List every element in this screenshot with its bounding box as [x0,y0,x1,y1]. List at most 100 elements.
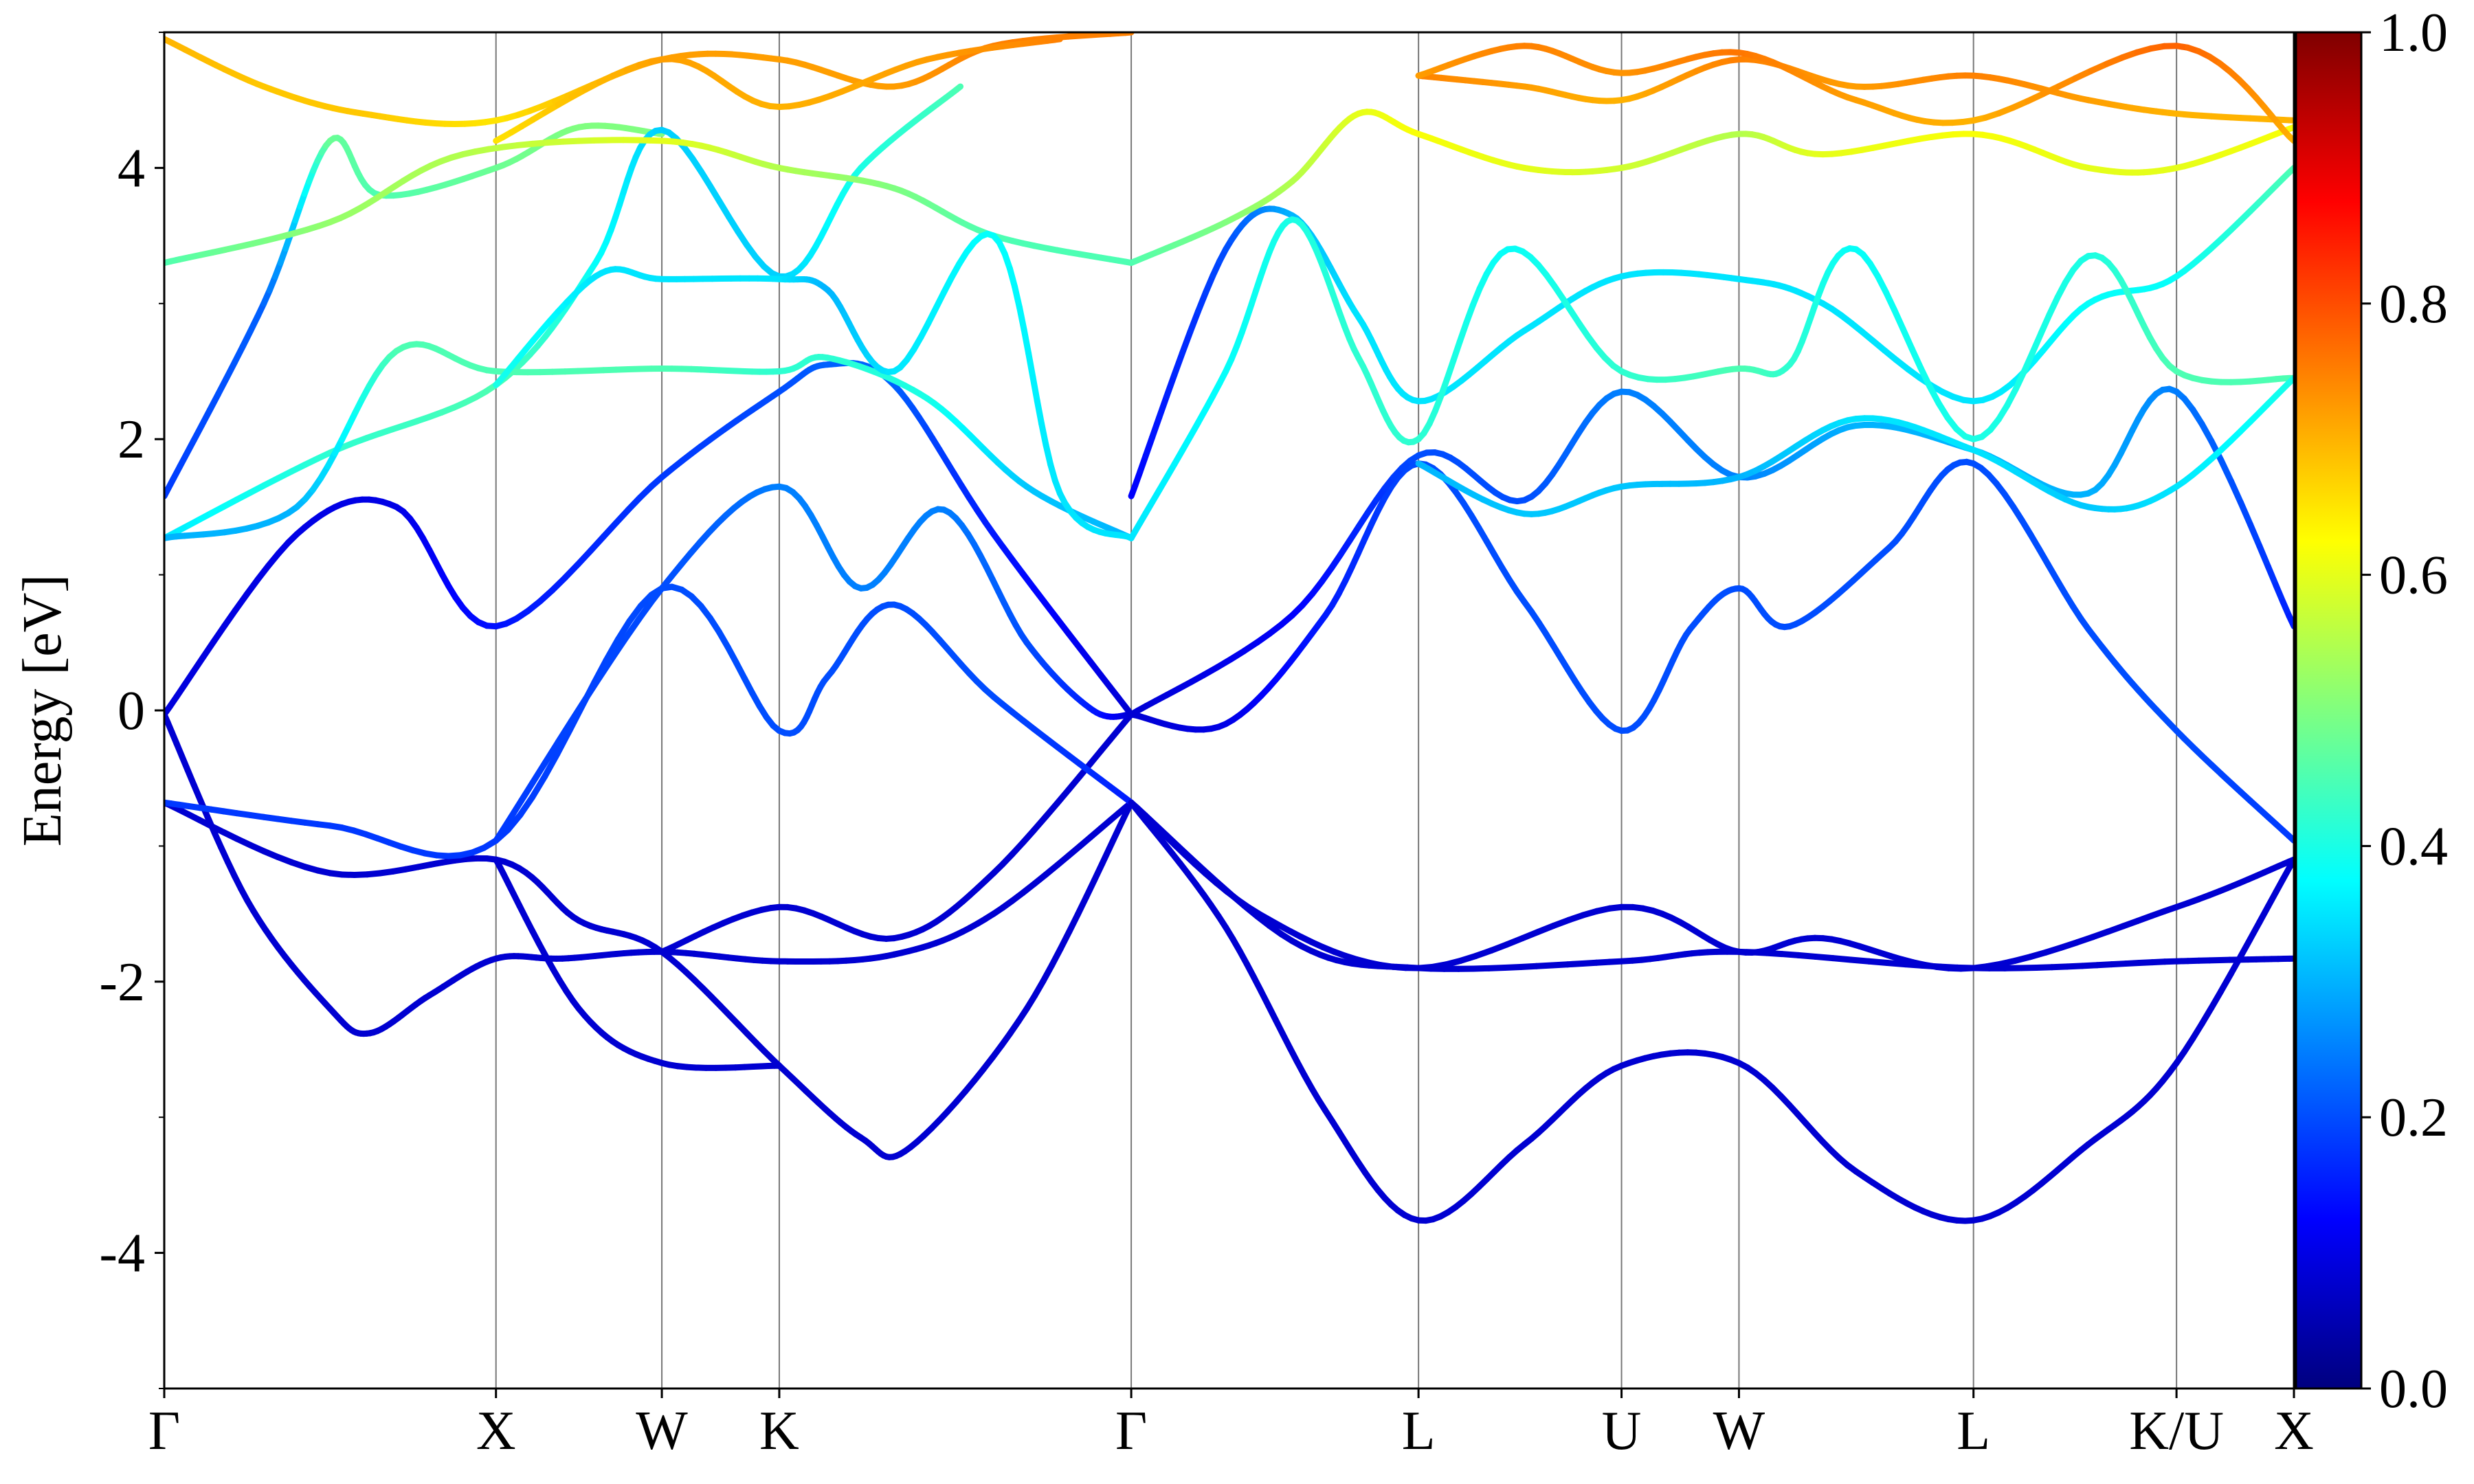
band-series-4 [164,359,1135,718]
band-segment [2198,1004,2215,1027]
band-segment [1012,284,1023,311]
band-segment [1171,350,1185,379]
band-segment [554,727,573,758]
band-segment [517,794,536,818]
band-segment [1007,265,1018,291]
band-segment [610,633,630,660]
y-axis: 4 2 0 -2 -4 [99,32,164,1389]
colorbar-axis: 0.0 0.2 0.4 0.6 0.8 1.0 [2361,3,2448,1419]
x-tick-label: W [1713,1401,1765,1461]
x-tick-label: K/U [2129,1401,2224,1461]
band-segment [1043,442,1054,468]
band-series-1 [164,799,1135,1160]
colorbar-tick-label: 1.0 [2379,3,2448,63]
band-segment [1882,289,1898,313]
x-axis: Γ X W K Γ L U W L K/U X [148,1389,2314,1461]
band-segment [575,548,594,568]
x-tick-label: X [2274,1401,2314,1461]
band-series-20 [1415,374,2294,517]
band-segment [2238,936,2253,960]
x-tick-label: L [1957,1401,1990,1461]
band-segment [542,751,561,780]
colorbar-tick-label: 0.4 [2379,816,2448,877]
band-series-11 [1128,799,2294,972]
colorbar [2295,31,2363,1390]
band-segment [210,622,227,645]
band-segment [1187,308,1201,335]
band-segment [221,607,239,629]
band-segment [555,717,575,745]
band-segment [623,616,643,640]
band-segment [1891,306,1906,333]
band-segment [1016,304,1027,333]
band-segment [1048,945,1064,969]
band-segment [600,519,619,540]
band-segment [504,811,524,833]
band-segment [1194,289,1209,315]
band-segment [2264,563,2280,589]
band-segment [2038,311,2053,337]
band-segment [2208,987,2225,1011]
band-segment [1142,434,1156,459]
y-tick-label: 0 [118,681,145,741]
band-segment [2227,477,2244,506]
band-segment [529,759,548,786]
band-segment [1034,398,1045,427]
band-series-24 [1415,43,2294,144]
colorbar-tick-label: 0.6 [2379,546,2448,606]
band-lines [164,32,2294,1224]
band-segment [2218,970,2234,994]
band-series-19 [1128,109,2294,267]
band-segment [518,779,536,804]
x-tick-label: X [476,1401,516,1461]
band-series-15 [164,137,1135,267]
band-segment [1021,326,1032,357]
y-tick-label: -4 [99,1224,145,1284]
band-segment [582,674,603,703]
band-segment [626,603,644,625]
band-segment [1463,302,1476,326]
band-series-7 [1128,458,2294,844]
band-segment [1444,357,1457,382]
band-segment [1456,319,1470,345]
band-segment [2029,330,2044,356]
band-segment [596,653,616,681]
band-segment [587,533,607,554]
band-segment [1083,877,1097,901]
y-tick-label: -2 [99,952,145,1013]
colorbar-tick-label: 0.8 [2379,274,2448,335]
colorbar-tick-label: 0.0 [2379,1359,2448,1419]
colorbar-tick-label: 0.2 [2379,1088,2448,1148]
band-series-14 [164,341,1135,541]
band-segment [1025,350,1036,381]
band-segment [1179,328,1194,357]
band-segment [1917,364,1933,390]
band-segment [1899,326,1915,352]
band-segment [614,618,633,643]
y-tick-label: 2 [118,409,145,470]
band-series-12 [164,122,665,499]
band-segment [1054,615,1072,637]
band-segment [636,599,654,622]
band-series-23 [1415,56,2294,124]
band-segment [568,696,589,724]
x-tick-label: W [636,1401,688,1461]
band-series-3 [658,711,1135,955]
band-segment [1450,338,1463,364]
band-segment [2247,919,2263,943]
band-segment [2012,368,2028,392]
band-series-0 [164,711,1135,1037]
band-series-9 [1128,799,2294,1224]
band-segment [2198,420,2215,445]
band-segment [603,636,621,664]
band-segment [1066,911,1081,935]
plot-frame [163,31,2295,1390]
x-tick-label: U [1602,1401,1642,1461]
band-series-22 [493,36,1063,144]
y-tick-label: 4 [118,138,145,199]
band-segment [1057,928,1073,952]
band-series-16 [493,230,1135,541]
band-segment [953,83,964,93]
band-segment [2247,521,2263,550]
